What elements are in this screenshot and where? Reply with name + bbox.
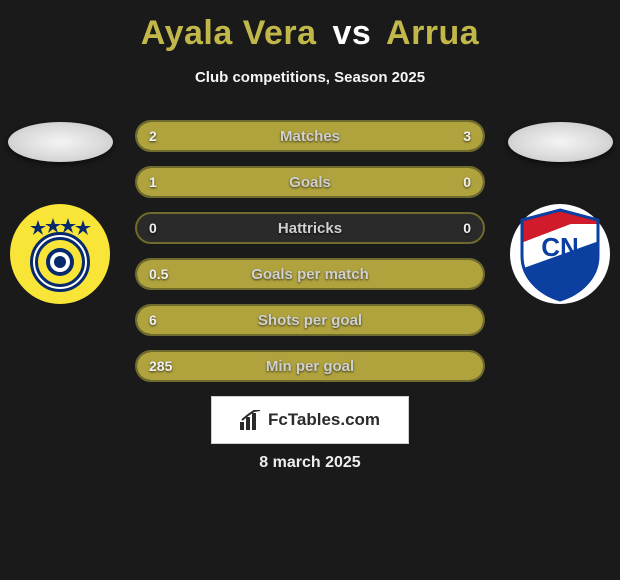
comparison-infographic: Ayala Vera vs Arrua Club competitions, S… — [0, 0, 620, 580]
stat-bars: 23Matches 10Goals 00Hattricks 0.5Goals per … — [135, 120, 485, 396]
date-label: 8 march 2025 — [0, 454, 620, 472]
stat-row: 10Goals — [135, 166, 485, 198]
stat-label: Min per goal — [137, 352, 483, 380]
stat-label: Shots per goal — [137, 306, 483, 334]
stat-label: Matches — [137, 122, 483, 150]
attribution-text: FcTables.com — [268, 410, 380, 430]
stat-row: 6Shots per goal — [135, 304, 485, 336]
crest-right-icon: CN — [510, 204, 610, 304]
attribution-badge: FcTables.com — [211, 396, 409, 444]
stat-row: 0.5Goals per match — [135, 258, 485, 290]
page-title: Ayala Vera vs Arrua — [0, 0, 620, 53]
stat-label: Goals — [137, 168, 483, 196]
player-photo-left — [8, 122, 113, 162]
stat-row: 00Hattricks — [135, 212, 485, 244]
stat-row: 285Min per goal — [135, 350, 485, 382]
subtitle: Club competitions, Season 2025 — [0, 69, 620, 86]
bar-chart-icon — [240, 410, 262, 430]
right-column: CN — [500, 110, 620, 304]
stat-row: 23Matches — [135, 120, 485, 152]
player-left-name: Ayala Vera — [141, 14, 317, 52]
player-right-name: Arrua — [386, 14, 479, 52]
stat-label: Hattricks — [137, 214, 483, 242]
player-photo-right — [508, 122, 613, 162]
crest-right-letters: CN — [541, 232, 579, 262]
crest-left-icon — [10, 204, 110, 304]
vs-label: vs — [327, 14, 378, 52]
left-column — [0, 110, 120, 304]
stat-label: Goals per match — [137, 260, 483, 288]
club-crest-left — [10, 204, 110, 304]
club-crest-right: CN — [510, 204, 610, 304]
